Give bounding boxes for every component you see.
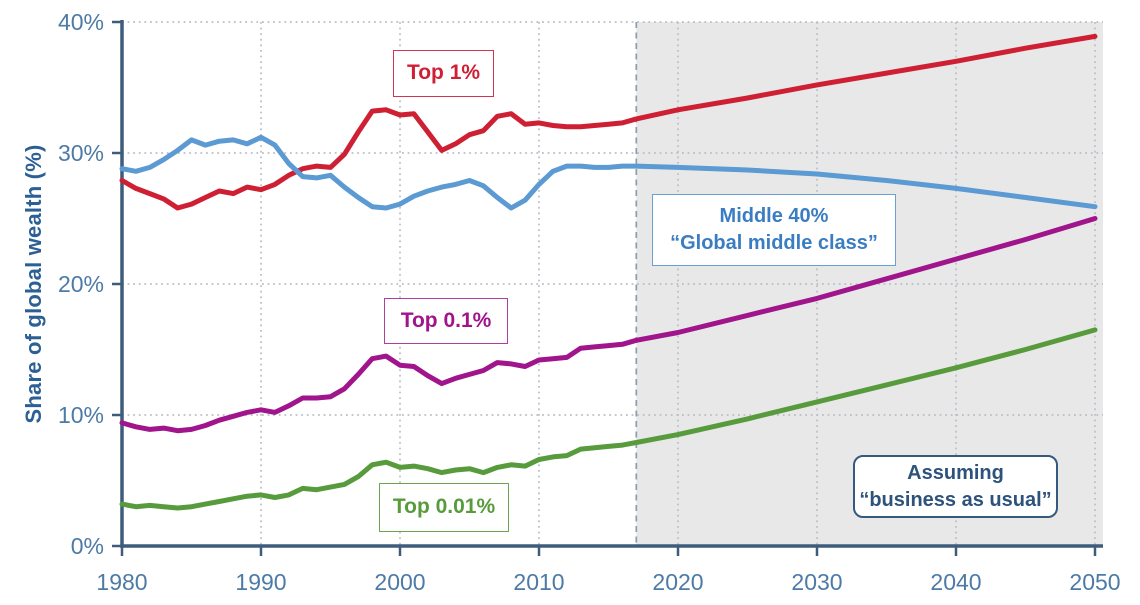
y-tick-label: 0%	[71, 533, 104, 559]
assumption-text-line1: Assuming	[907, 461, 1004, 484]
series-label-top-1pct: Top 1%	[393, 50, 494, 97]
series-line-top-1-	[119, 33, 1098, 211]
series-label-text: Middle 40%	[719, 205, 829, 227]
y-axis-title: Share of global wealth (%)	[21, 144, 46, 424]
series-label-subtext: “Global middle class”	[670, 232, 878, 254]
series-label-middle-40pct: Middle 40% “Global middle class”	[652, 194, 896, 266]
series-line-top-0-1-	[119, 216, 1098, 434]
assumption-callout: Assuming “business as usual”	[853, 455, 1058, 518]
x-tick-label: 2010	[513, 569, 564, 595]
x-tick-label: 2020	[652, 569, 703, 595]
y-tick-label: 20%	[58, 271, 104, 297]
x-tick-label: 2030	[791, 569, 842, 595]
y-tick-label: 10%	[58, 402, 104, 428]
assumption-text-line2: “business as usual”	[859, 488, 1052, 511]
x-tick-label: 2050	[1069, 569, 1120, 595]
x-tick-label: 2040	[930, 569, 981, 595]
series-line-middle-40-	[119, 134, 1098, 211]
series-label-text: Top 0.1%	[400, 308, 492, 332]
series-label-top-0-1pct: Top 0.1%	[384, 298, 508, 344]
series-line-top-0-01-	[119, 327, 1098, 511]
series-label-text: Top 1%	[406, 61, 481, 85]
x-tick-label: 2000	[374, 569, 425, 595]
y-tick-label: 30%	[58, 140, 104, 166]
x-tick-label: 1980	[96, 569, 147, 595]
series-label-text: Top 0.01%	[392, 495, 496, 519]
y-tick-label: 40%	[58, 9, 104, 35]
series-label-top-0-01pct: Top 0.01%	[379, 483, 509, 532]
x-tick-label: 1990	[235, 569, 286, 595]
